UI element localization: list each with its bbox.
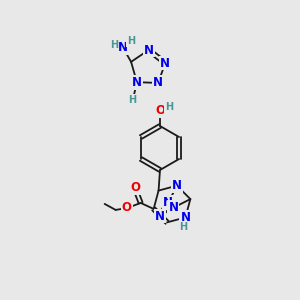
Text: N: N <box>168 201 178 214</box>
Text: N: N <box>153 76 163 89</box>
Text: N: N <box>144 44 154 56</box>
Text: N: N <box>132 76 142 89</box>
Text: N: N <box>180 211 190 224</box>
Text: N: N <box>172 179 182 192</box>
Text: O: O <box>155 104 165 118</box>
Text: N: N <box>118 41 128 54</box>
Text: H: H <box>127 36 135 46</box>
Text: H: H <box>110 40 118 50</box>
Text: N: N <box>160 56 170 70</box>
Text: N: N <box>163 196 173 209</box>
Text: H: H <box>128 95 136 105</box>
Text: O: O <box>122 201 132 214</box>
Text: H: H <box>179 222 188 233</box>
Text: O: O <box>130 182 141 194</box>
Text: H: H <box>165 102 173 112</box>
Text: N: N <box>155 209 165 223</box>
